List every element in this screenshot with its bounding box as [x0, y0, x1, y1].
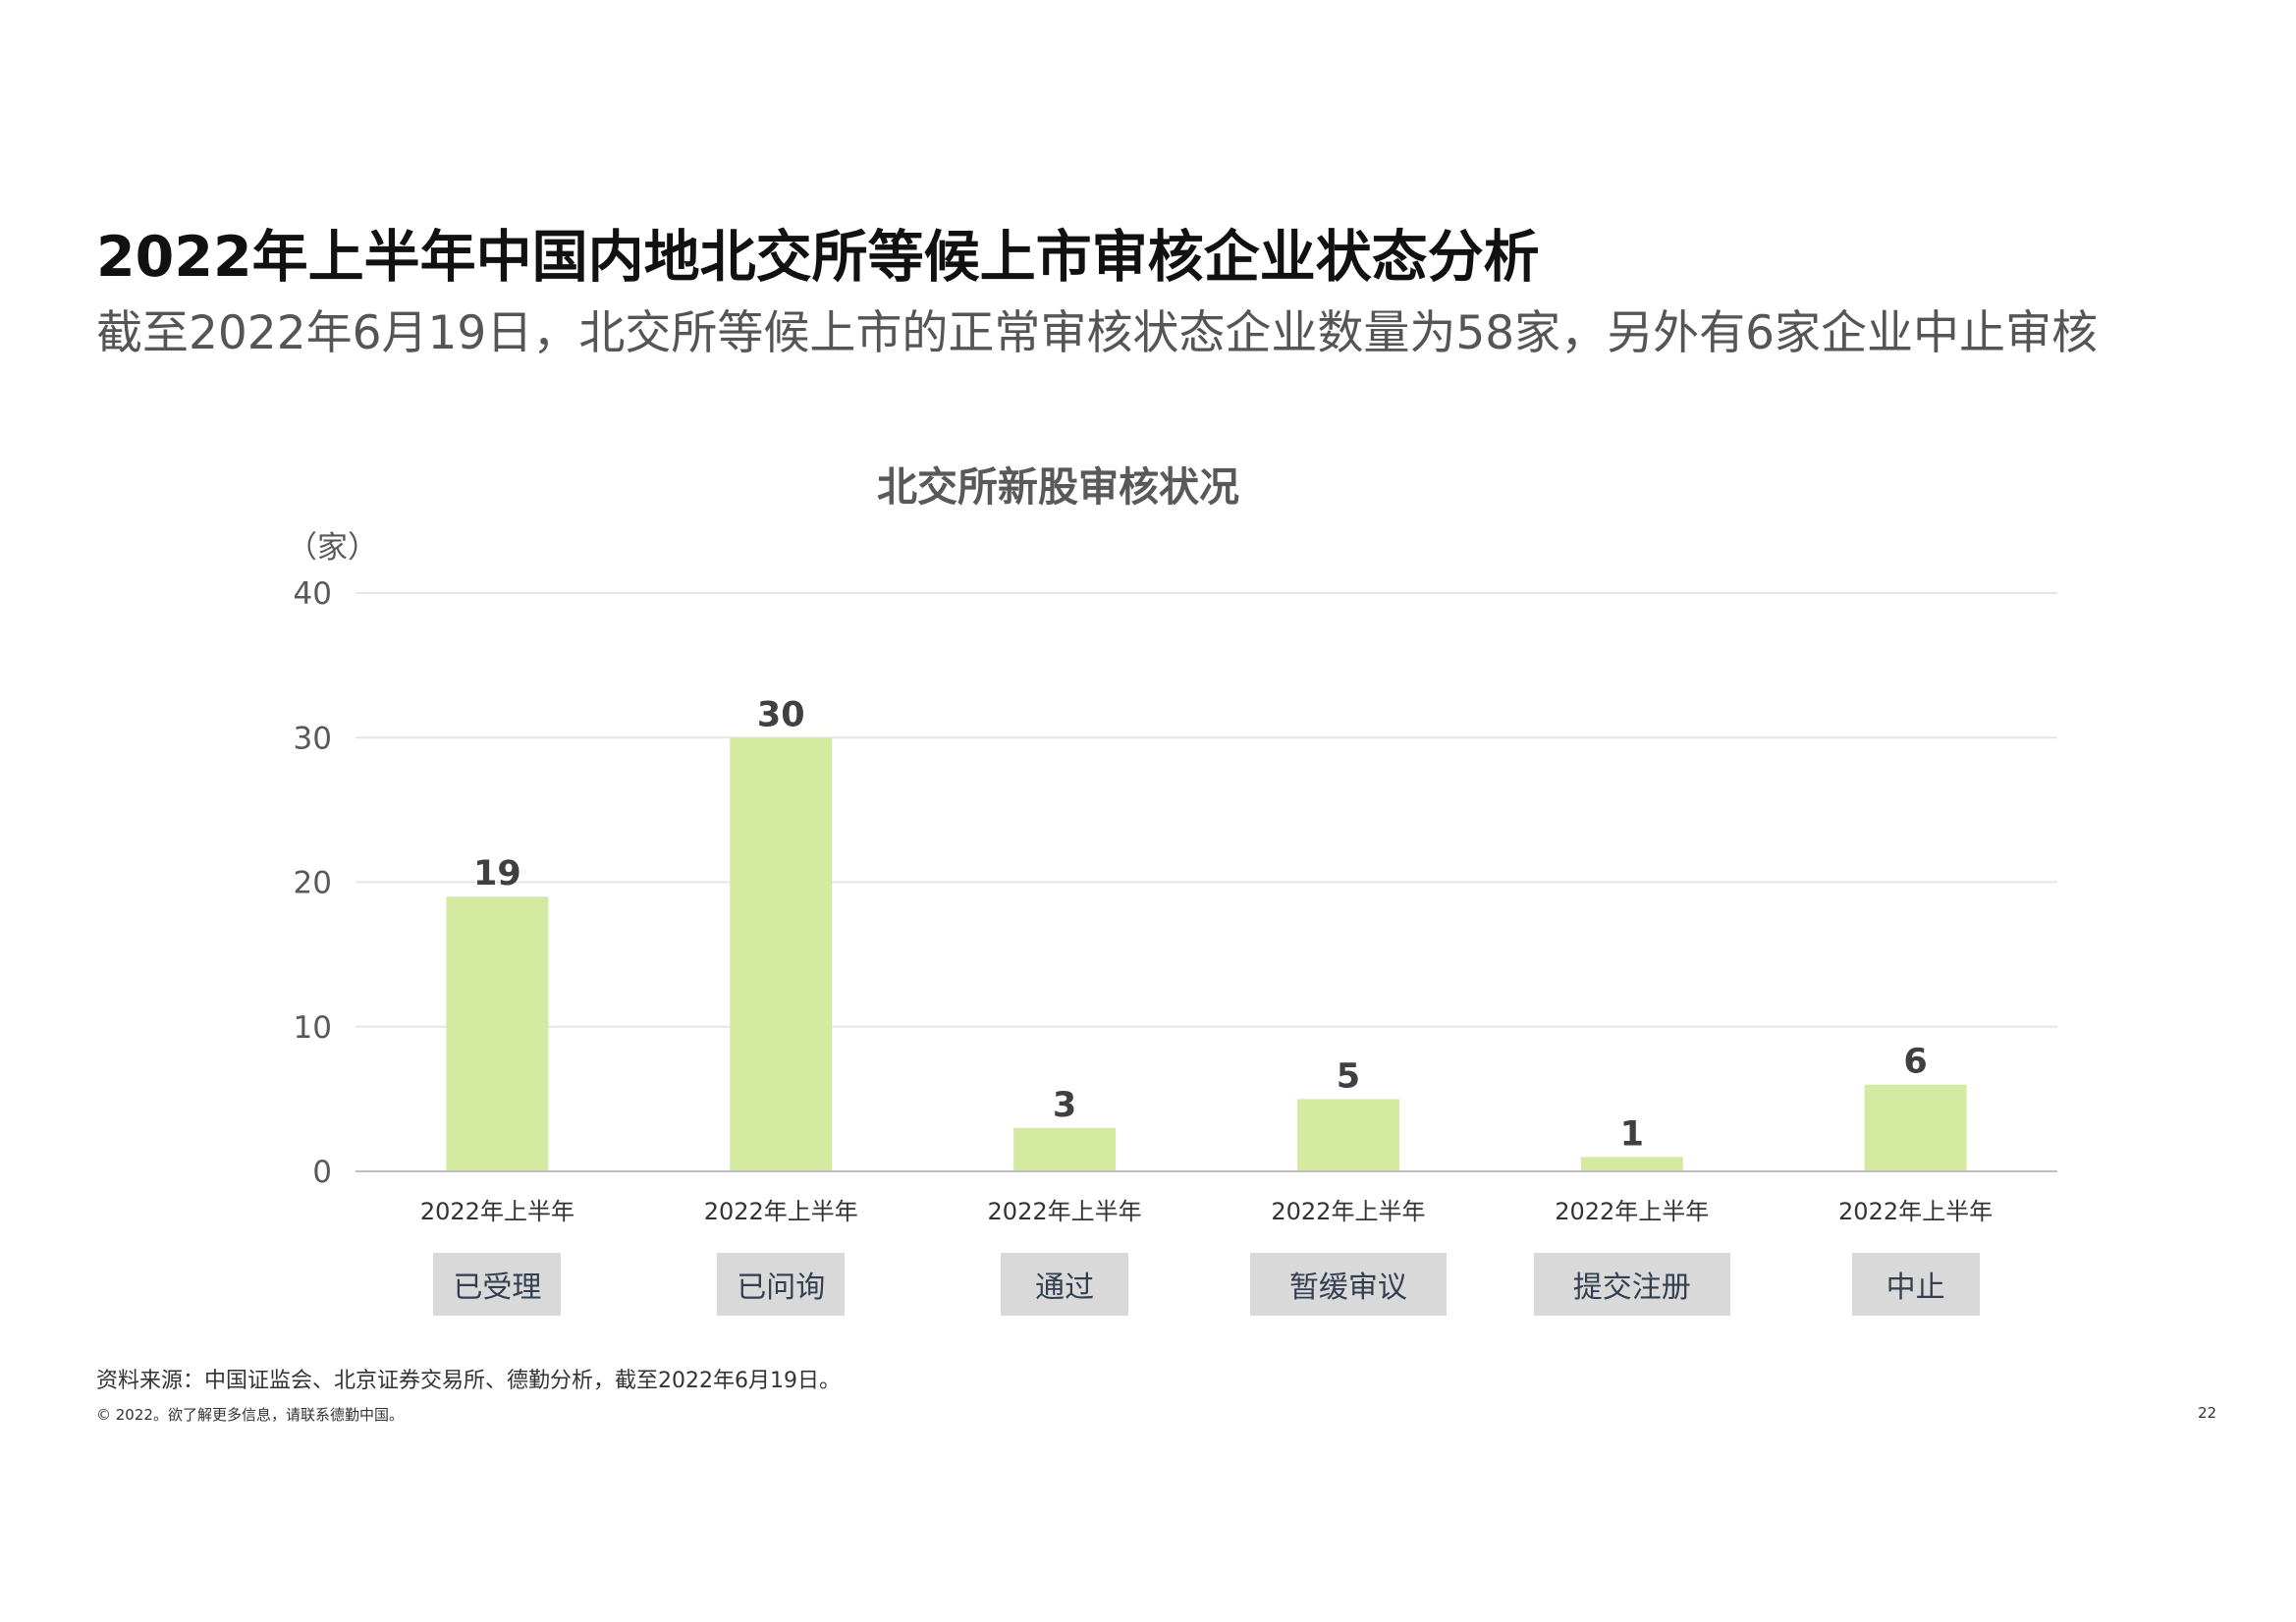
x-tick-period-label: 2022年上半年 [1271, 1198, 1425, 1225]
bar-value-label: 30 [757, 695, 805, 734]
category-label: 已问询 [717, 1253, 846, 1316]
bar-value-label: 3 [1053, 1086, 1076, 1125]
bar [1296, 1099, 1399, 1171]
category-label: 暂缓审议 [1249, 1253, 1447, 1316]
chart-title: 北交所新股审核状况 [877, 463, 1239, 511]
source-note: 资料来源：中国证监会、北京证券交易所、德勤分析，截至2022年6月19日。 [96, 1369, 841, 1393]
x-tick-period-label: 2022年上半年 [1838, 1198, 1993, 1225]
bar [730, 737, 833, 1171]
x-tick-period-label: 2022年上半年 [988, 1198, 1142, 1225]
y-tick-label: 30 [294, 721, 332, 756]
x-tick-period-label: 2022年上半年 [704, 1198, 858, 1225]
y-axis-unit-label: （家） [287, 530, 378, 566]
x-tick-period-label: 2022年上半年 [1555, 1198, 1709, 1225]
bar-value-label: 5 [1337, 1056, 1360, 1096]
x-tick-period-label: 2022年上半年 [420, 1198, 574, 1225]
y-tick-label: 40 [294, 576, 332, 612]
bar [1580, 1157, 1683, 1171]
bar [446, 896, 549, 1171]
page-title: 2022年上半年中国内地北交所等候上市审核企业状态分析 [96, 225, 1540, 290]
category-label: 中止 [1851, 1253, 1980, 1316]
y-tick-label: 0 [312, 1155, 332, 1190]
bar-value-label: 6 [1903, 1043, 1927, 1082]
category-label: 已受理 [433, 1253, 562, 1316]
category-label: 通过 [1001, 1253, 1129, 1316]
y-tick-label: 20 [294, 866, 332, 901]
copyright-note: © 2022。欲了解更多信息，请联系德勤中国。 [96, 1406, 404, 1424]
page-number: 22 [2198, 1404, 2217, 1422]
bar [1013, 1127, 1117, 1171]
page-subtitle: 截至2022年6月19日，北交所等候上市的正常审核状态企业数量为58家，另外有6… [96, 306, 2099, 360]
category-label: 提交注册 [1533, 1253, 1730, 1316]
bar-value-label: 1 [1620, 1114, 1644, 1154]
bar [1864, 1084, 1967, 1171]
bar-value-label: 19 [473, 854, 521, 893]
y-tick-label: 10 [294, 1010, 332, 1046]
